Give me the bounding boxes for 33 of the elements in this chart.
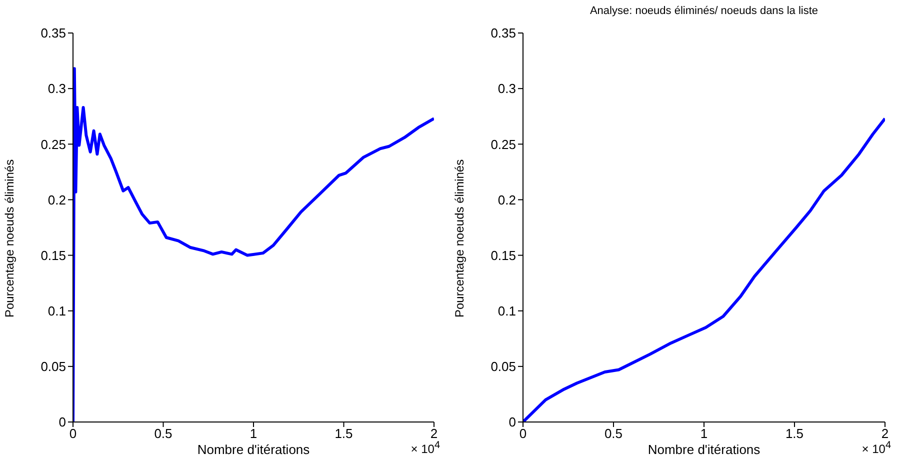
y-tick-label: 0.35	[40, 26, 66, 41]
y-tick-label: 0.25	[40, 136, 66, 152]
y-tick-label: 0.05	[490, 359, 516, 374]
x-tick-label: 2	[430, 426, 438, 442]
y-axis-title: Pourcentage noeuds éliminés	[2, 159, 16, 318]
y-tick-label: 0.1	[498, 303, 516, 318]
x-tick-label: 1	[250, 426, 258, 442]
y-tick-label: 0.2	[498, 192, 516, 208]
x-tick-label: 0	[69, 426, 77, 442]
text: × 10$^{4}$	[862, 440, 891, 456]
x-tick-label: 0.5	[604, 426, 623, 442]
y-tick-label: 0	[508, 414, 516, 430]
y-tick-label: 0.05	[40, 359, 66, 374]
x-axis-title: Nombre d'itérations	[197, 442, 310, 457]
text: × 10$^{4}$	[410, 440, 440, 456]
y-tick-label: 0.2	[48, 192, 66, 208]
y-tick-label: 0.1	[48, 303, 66, 318]
y-axis-title: Pourcentage noeuds éliminés	[452, 159, 466, 318]
x-axis-title: Nombre d'itérations	[648, 442, 761, 457]
y-tick-label: 0.35	[490, 26, 516, 41]
x-tick-label: 0	[519, 426, 527, 442]
y-tick-label: 0.25	[490, 136, 516, 152]
chart-title: Analyse: noeuds éliminés/ noeuds dans la liste	[588, 5, 820, 17]
y-tick-label: 0.3	[48, 81, 66, 96]
x-tick-label: 0.5	[154, 426, 172, 442]
y-tick-label: 0	[58, 414, 66, 430]
y-tick-label: 0.3	[498, 81, 516, 96]
y-tick-label: 0.15	[490, 248, 516, 263]
x-tick-label: 1	[700, 426, 708, 442]
x-tick-label: 1.5	[785, 426, 804, 442]
x-tick-label: 2	[881, 426, 889, 442]
y-tick-label: 0.15	[40, 248, 66, 263]
x-tick-label: 1.5	[334, 426, 353, 442]
